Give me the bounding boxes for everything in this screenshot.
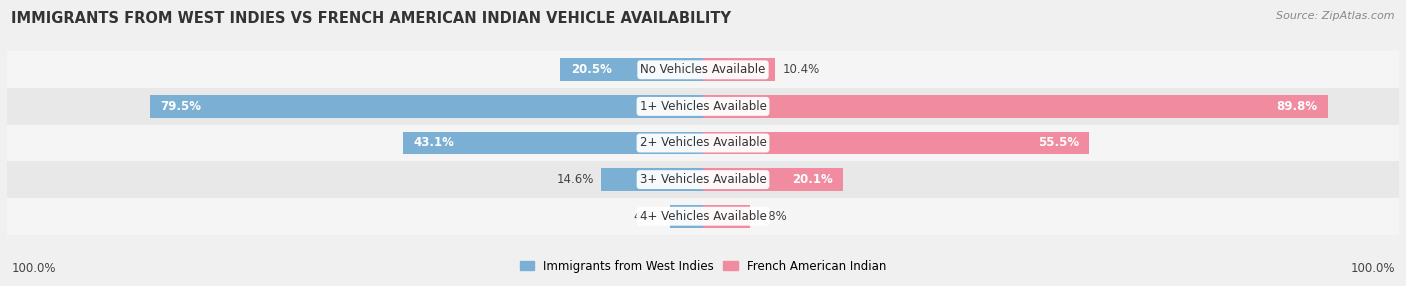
Text: 2+ Vehicles Available: 2+ Vehicles Available (640, 136, 766, 150)
Bar (703, 132, 1090, 154)
Text: 55.5%: 55.5% (1038, 136, 1078, 150)
Text: 43.1%: 43.1% (413, 136, 454, 150)
Text: 100.0%: 100.0% (11, 262, 56, 275)
Text: 14.6%: 14.6% (557, 173, 595, 186)
Text: 100.0%: 100.0% (1350, 262, 1395, 275)
Text: 20.1%: 20.1% (792, 173, 832, 186)
Bar (149, 95, 703, 118)
Text: 3+ Vehicles Available: 3+ Vehicles Available (640, 173, 766, 186)
Legend: Immigrants from West Indies, French American Indian: Immigrants from West Indies, French Amer… (515, 255, 891, 277)
Bar (7, 125, 1399, 161)
Text: 1+ Vehicles Available: 1+ Vehicles Available (640, 100, 766, 113)
Bar (703, 58, 775, 81)
Text: 6.8%: 6.8% (758, 210, 787, 223)
Bar (602, 168, 703, 191)
Bar (703, 95, 1329, 118)
Text: No Vehicles Available: No Vehicles Available (640, 63, 766, 76)
Text: IMMIGRANTS FROM WEST INDIES VS FRENCH AMERICAN INDIAN VEHICLE AVAILABILITY: IMMIGRANTS FROM WEST INDIES VS FRENCH AM… (11, 11, 731, 26)
Bar (7, 161, 1399, 198)
Bar (7, 51, 1399, 88)
Text: 10.4%: 10.4% (782, 63, 820, 76)
Bar (561, 58, 703, 81)
Text: 20.5%: 20.5% (571, 63, 612, 76)
Bar (703, 205, 751, 228)
Bar (7, 88, 1399, 125)
Bar (7, 198, 1399, 235)
Text: 89.8%: 89.8% (1277, 100, 1317, 113)
Text: 4.7%: 4.7% (634, 210, 664, 223)
Bar (703, 168, 842, 191)
Text: 79.5%: 79.5% (160, 100, 201, 113)
Bar (404, 132, 703, 154)
Text: 4+ Vehicles Available: 4+ Vehicles Available (640, 210, 766, 223)
Text: Source: ZipAtlas.com: Source: ZipAtlas.com (1277, 11, 1395, 21)
Bar (671, 205, 703, 228)
